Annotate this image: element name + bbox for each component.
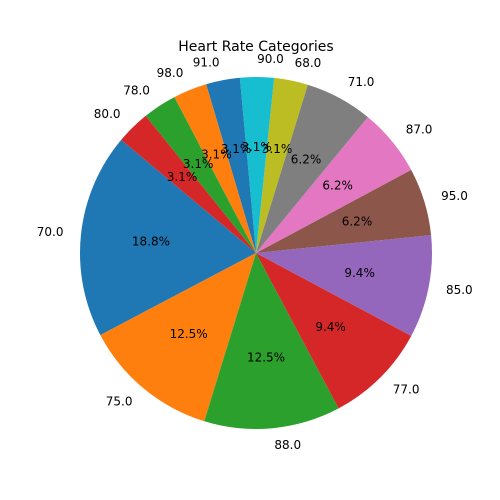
category-label: 95.0 bbox=[441, 189, 468, 203]
pie-slice bbox=[145, 97, 256, 253]
pie-slice bbox=[256, 77, 308, 254]
pie-slice bbox=[256, 117, 412, 254]
pie-slice bbox=[100, 253, 256, 422]
percent-label: 3.1% bbox=[183, 157, 214, 171]
category-label: 80.0 bbox=[94, 107, 121, 121]
category-label: 71.0 bbox=[348, 75, 375, 89]
percent-label: 3.1% bbox=[241, 140, 272, 154]
category-label: 68.0 bbox=[295, 56, 322, 70]
percent-label: 6.2% bbox=[322, 179, 353, 193]
category-label: 70.0 bbox=[37, 225, 64, 239]
category-label: 88.0 bbox=[274, 438, 301, 452]
category-label: 98.0 bbox=[157, 66, 184, 80]
percent-label: 12.5% bbox=[247, 351, 285, 365]
percent-label: 3.1% bbox=[167, 170, 198, 184]
percent-label: 18.8% bbox=[132, 234, 170, 248]
pie-slice bbox=[256, 253, 412, 409]
percent-label: 9.4% bbox=[344, 266, 375, 280]
pie-slice bbox=[256, 235, 432, 336]
percent-label: 6.2% bbox=[291, 153, 322, 167]
category-label: 90.0 bbox=[257, 52, 284, 66]
pie-slice bbox=[256, 84, 368, 254]
percent-label: 3.1% bbox=[262, 142, 293, 156]
category-label: 75.0 bbox=[106, 395, 133, 409]
pie-slice bbox=[206, 77, 256, 254]
chart-title: Heart Rate Categories bbox=[178, 39, 333, 55]
percent-label: 3.1% bbox=[201, 148, 232, 162]
category-label: 78.0 bbox=[123, 84, 150, 98]
category-label: 91.0 bbox=[193, 55, 220, 69]
pie-slice bbox=[256, 169, 432, 253]
pie-slice bbox=[239, 77, 275, 253]
pie-slice bbox=[121, 115, 256, 253]
category-label: 77.0 bbox=[393, 383, 420, 397]
pie-slice bbox=[80, 139, 256, 336]
category-labels: 70.0 75.0 88.0 77.0 85.0 95.0 87.0 71.0 68.0 90.0… bbox=[37, 52, 473, 452]
pie-slices bbox=[80, 77, 432, 429]
category-label: 85.0 bbox=[446, 283, 473, 297]
percent-labels: 18.8%12.5%12.5%9.4%9.4%6.2%6.2%6.2%3.1%3… bbox=[132, 140, 375, 365]
pie-slice bbox=[174, 84, 256, 253]
percent-label: 9.4% bbox=[315, 320, 346, 334]
pie-slice bbox=[204, 253, 339, 429]
percent-label: 6.2% bbox=[342, 215, 373, 229]
percent-label: 3.1% bbox=[221, 142, 252, 156]
percent-label: 12.5% bbox=[170, 327, 208, 341]
category-label: 87.0 bbox=[406, 123, 433, 137]
